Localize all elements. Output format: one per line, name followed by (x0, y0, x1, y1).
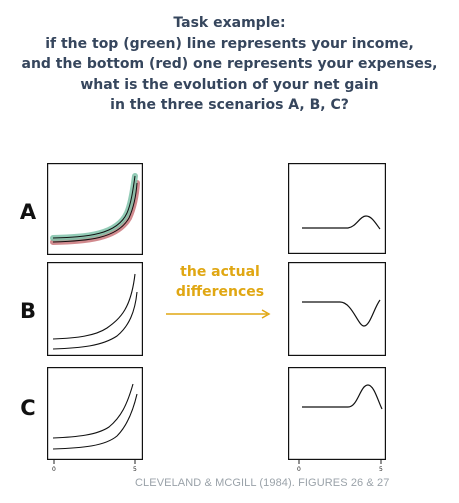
panel-c-difference (288, 367, 387, 461)
expense-line (52, 291, 138, 350)
annotation-line: the actual (180, 264, 260, 280)
expense-line (52, 393, 138, 450)
task-question-line: if the top (green) line represents your … (45, 35, 414, 52)
task-question-line: in the three scenarios A, B, C? (110, 97, 349, 113)
panel-a-curves (47, 163, 144, 256)
annotation-line: differences (175, 284, 265, 300)
difference-line (302, 299, 381, 327)
source-credit: CLEVELAND & MCGILL (1984). FIGURES 26 & … (135, 477, 390, 489)
panel-b-curves (47, 262, 144, 357)
difference-line (302, 215, 381, 230)
income-line (52, 273, 136, 340)
task-question-line: what is the evolution of your net gain (80, 76, 379, 93)
task-description: Task example: if the top (green) line re… (0, 13, 459, 116)
tick-label-end: 5 (133, 466, 137, 473)
income-line (52, 383, 134, 439)
right-axis-ticks (298, 460, 382, 464)
panel-b-difference (288, 262, 387, 357)
tick-label-start: 0 (52, 466, 56, 473)
tick-label-end: 5 (379, 466, 383, 473)
row-label-b: B (19, 299, 36, 323)
row-label-c: C (20, 396, 36, 420)
row-label-a: A (19, 200, 37, 224)
difference-line (302, 384, 383, 410)
tick-label-start: 0 (297, 466, 301, 473)
left-axis-ticks (53, 460, 136, 464)
panel-a-difference (288, 163, 387, 255)
arrow-right-icon (166, 309, 271, 319)
task-question-line: and the bottom (red) one represents your… (21, 56, 438, 72)
task-title-line: Task example: (173, 15, 286, 31)
panel-c-curves (47, 367, 144, 461)
differences-annotation: the actual differences (160, 262, 280, 302)
